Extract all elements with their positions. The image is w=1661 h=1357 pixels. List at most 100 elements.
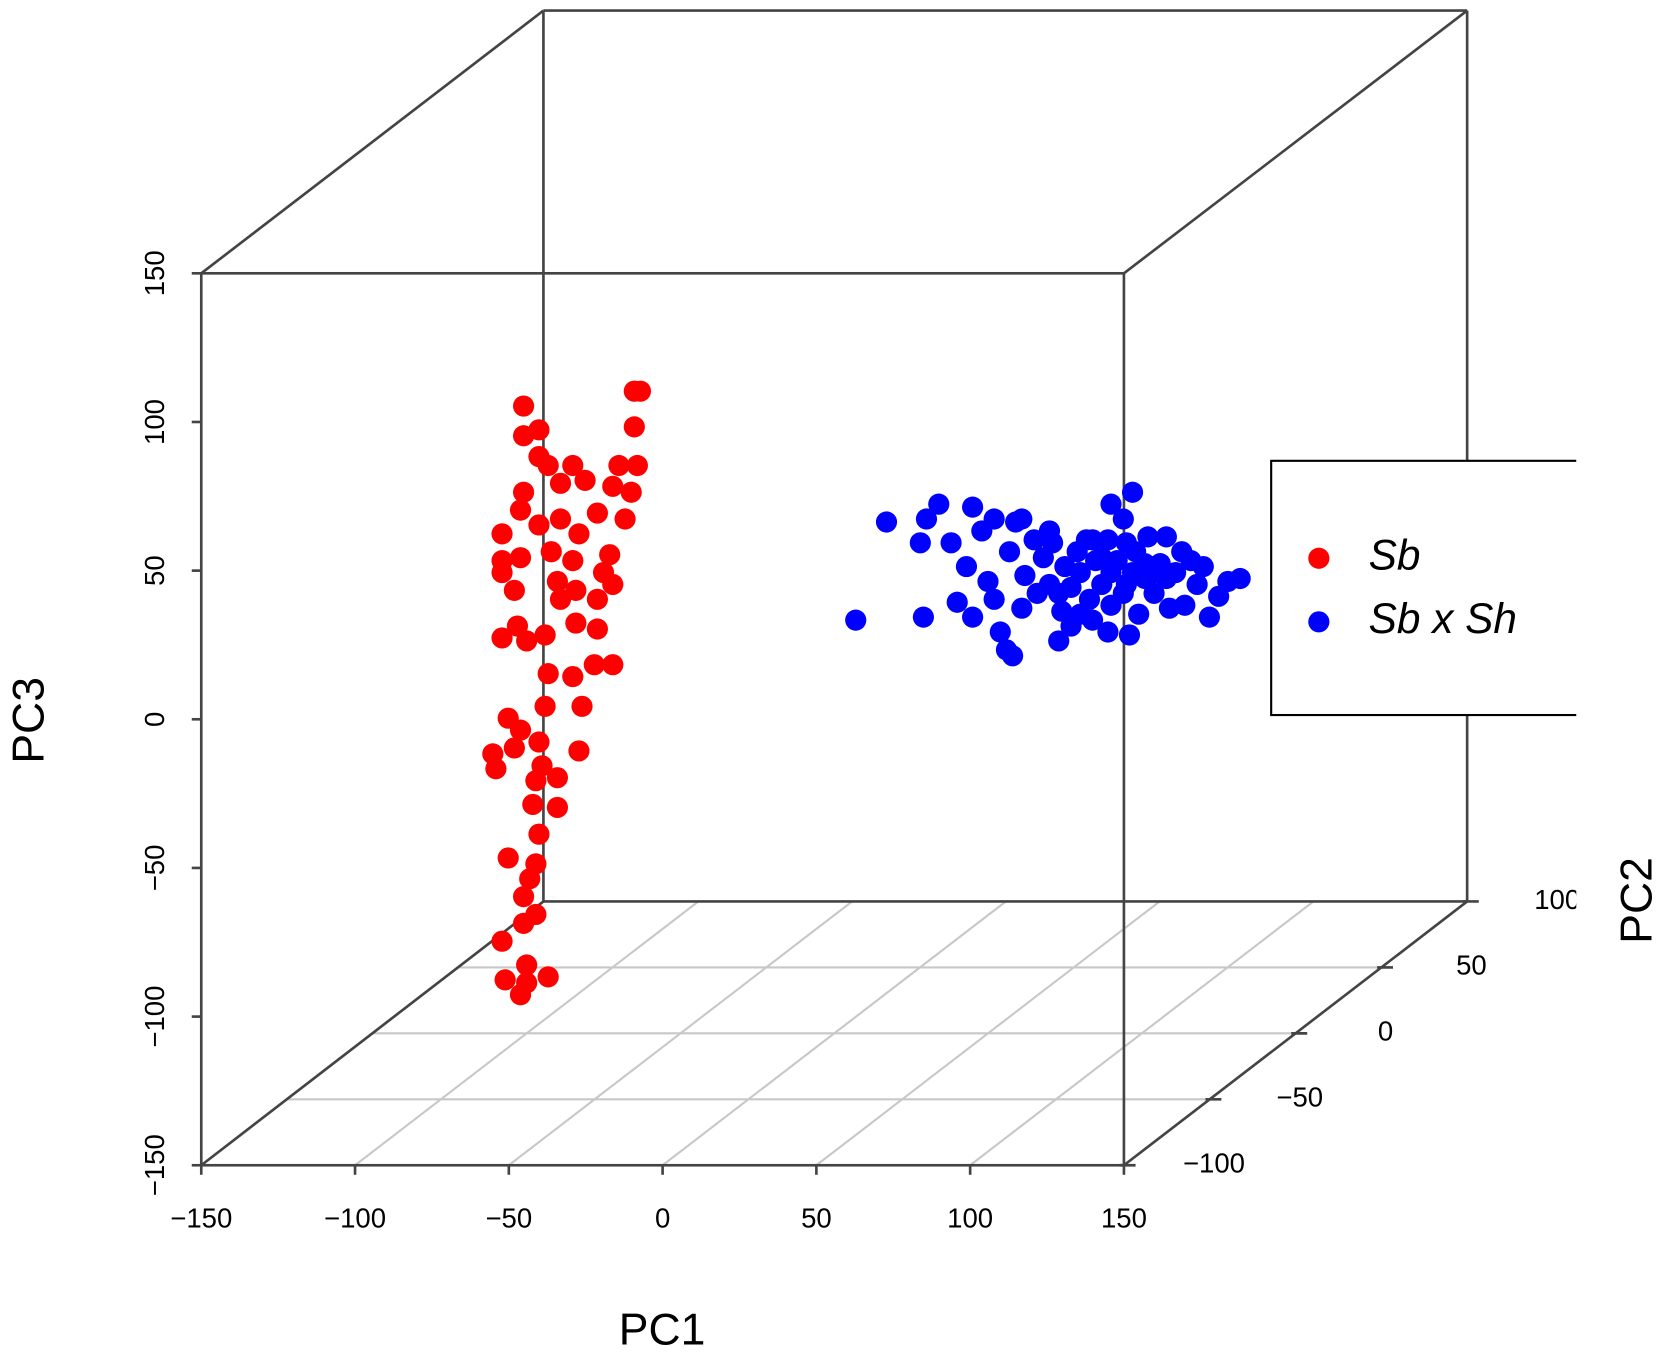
- x-tick-label: 50: [801, 1203, 832, 1234]
- point: [562, 550, 584, 572]
- point: [503, 579, 525, 601]
- point: [516, 972, 538, 994]
- point: [583, 654, 605, 676]
- point: [989, 621, 1011, 643]
- z-tick-label: 100: [139, 399, 170, 445]
- point: [940, 532, 962, 554]
- x-tick-label: 100: [947, 1203, 993, 1234]
- point: [1115, 532, 1137, 554]
- z-tick-label: 150: [139, 250, 170, 296]
- point: [491, 930, 513, 952]
- point: [1026, 582, 1048, 604]
- point: [509, 719, 532, 741]
- point: [998, 541, 1021, 563]
- point: [1121, 481, 1144, 503]
- z-tick-label: 0: [139, 712, 170, 727]
- point: [516, 954, 538, 976]
- point: [568, 740, 590, 762]
- point: [1137, 526, 1159, 548]
- box-edge: [200, 9, 545, 275]
- point: [522, 793, 544, 816]
- y-axis-title: PC2: [1613, 857, 1661, 944]
- x-tick-label: 150: [1101, 1203, 1147, 1234]
- point: [602, 654, 624, 676]
- point: [568, 523, 590, 545]
- point: [537, 454, 559, 477]
- point: [494, 969, 516, 991]
- point: [528, 823, 550, 845]
- z-tick-label: −150: [139, 1134, 170, 1196]
- point: [586, 502, 608, 524]
- point: [1014, 564, 1036, 587]
- point: [955, 555, 978, 578]
- point: [528, 514, 550, 536]
- point: [509, 547, 532, 569]
- point: [983, 508, 1005, 530]
- point: [512, 886, 535, 908]
- point: [1198, 606, 1221, 628]
- point: [912, 606, 934, 628]
- point: [491, 523, 513, 545]
- point: [512, 481, 535, 503]
- point: [1060, 615, 1082, 637]
- z-tick-label: −100: [139, 986, 170, 1048]
- point: [620, 481, 642, 503]
- point: [586, 618, 608, 640]
- point: [1143, 582, 1165, 604]
- x-tick-label: −50: [485, 1203, 532, 1234]
- point: [571, 695, 593, 717]
- point: [549, 472, 572, 494]
- point: [549, 508, 572, 530]
- point: [1097, 529, 1119, 551]
- point: [977, 570, 999, 593]
- point: [562, 454, 584, 477]
- point: [623, 380, 645, 402]
- point: [1023, 529, 1045, 551]
- point: [1192, 555, 1214, 578]
- x-tick-label: −100: [324, 1203, 386, 1234]
- point: [1001, 645, 1024, 667]
- point: [1097, 621, 1119, 643]
- legend-label: Sb x Sh: [1369, 595, 1517, 642]
- point: [512, 912, 535, 934]
- x-tick-label: −150: [170, 1203, 232, 1234]
- point: [608, 454, 630, 477]
- point: [528, 731, 550, 753]
- point: [546, 767, 569, 789]
- y-tick-label: −100: [1183, 1148, 1245, 1179]
- point: [1229, 567, 1251, 590]
- point: [962, 606, 984, 628]
- box-front: [199, 271, 1126, 1167]
- points: [482, 380, 1251, 1006]
- y-tick-label: 0: [1378, 1016, 1393, 1047]
- point: [1011, 508, 1033, 530]
- point: [962, 496, 984, 518]
- point: [1128, 603, 1150, 625]
- point: [565, 612, 587, 634]
- point: [623, 416, 645, 438]
- point: [928, 493, 950, 515]
- y-tick-label: 100: [1534, 884, 1580, 915]
- point: [485, 758, 507, 780]
- y-tick-label: 50: [1456, 950, 1487, 981]
- legend-marker: [1308, 611, 1330, 633]
- point: [565, 579, 587, 601]
- legend-label: Sb: [1369, 531, 1421, 578]
- legend-box: [1270, 459, 1577, 717]
- point: [546, 570, 569, 593]
- point: [599, 544, 621, 566]
- x-tick-label: 0: [655, 1203, 670, 1234]
- point: [1048, 582, 1070, 604]
- point: [1112, 508, 1134, 530]
- point: [491, 627, 513, 649]
- point: [946, 591, 968, 613]
- point: [528, 419, 550, 441]
- point: [1118, 624, 1141, 646]
- point: [537, 966, 559, 988]
- point: [586, 588, 608, 610]
- point: [1048, 630, 1070, 652]
- box-edge: [200, 900, 545, 1167]
- point: [1100, 493, 1122, 515]
- point: [845, 609, 867, 631]
